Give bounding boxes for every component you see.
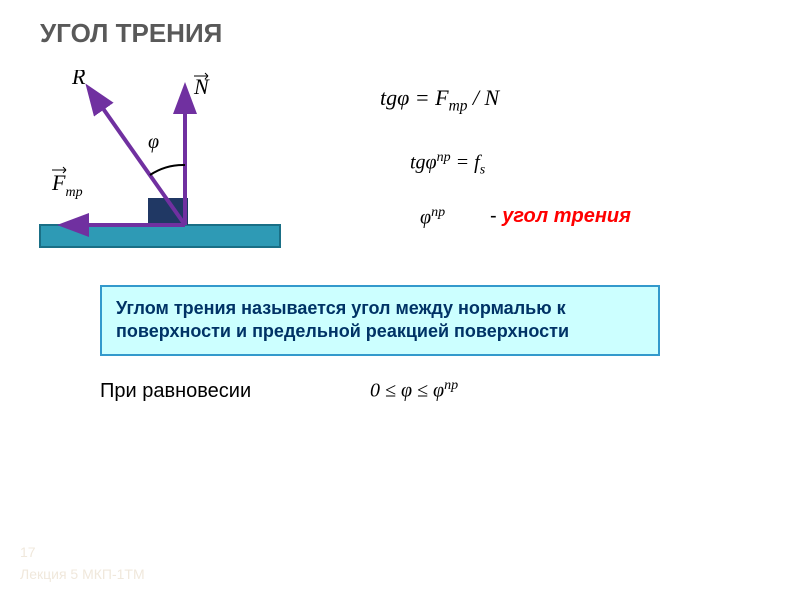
eq2-rhs: = f: [451, 152, 480, 174]
eq1-lhs: tgφ: [380, 85, 409, 110]
equilibrium-label: При равновесии: [100, 380, 251, 403]
eq1-sub: mp: [449, 97, 468, 114]
eq4-lhs: 0 ≤ φ ≤ φ: [370, 380, 444, 402]
eq2-rhs-sub: s: [480, 163, 485, 178]
eq3-sup: пр: [431, 205, 445, 220]
eq3-lhs: φ: [420, 207, 431, 229]
svg-text:φ: φ: [148, 131, 159, 153]
definition-box: Углом трения называется угол между норма…: [100, 285, 660, 356]
friction-angle-label: - угол трения: [490, 205, 631, 228]
formula-tg-phi-pr: tgφпр = fs: [410, 150, 485, 179]
eq4-sup: пр: [444, 378, 458, 393]
formula-phi-pr: φпр: [420, 205, 445, 230]
formula-equilibrium-range: 0 ≤ φ ≤ φпр: [370, 378, 458, 403]
eq1-rhs: = F: [415, 85, 449, 110]
svg-text:N: N: [193, 74, 210, 99]
svg-text:Fmp: Fmp: [51, 170, 83, 200]
dash: -: [490, 205, 502, 227]
lecture-label: Лекция 5 МКП-1ТМ: [20, 566, 145, 582]
formula-tg-phi: tgφ = Fmp / N: [380, 85, 499, 115]
eq2-lhs: tgφ: [410, 152, 437, 174]
eq1-tail: / N: [467, 85, 499, 110]
svg-text:R: R: [71, 70, 86, 89]
slide-number: 17: [20, 544, 36, 560]
friction-diagram: R N Fmp φ: [30, 70, 290, 270]
friction-angle-text: угол трения: [502, 205, 631, 227]
eq2-sup: пр: [437, 150, 451, 165]
page-title: УГОЛ ТРЕНИЯ: [40, 18, 222, 49]
